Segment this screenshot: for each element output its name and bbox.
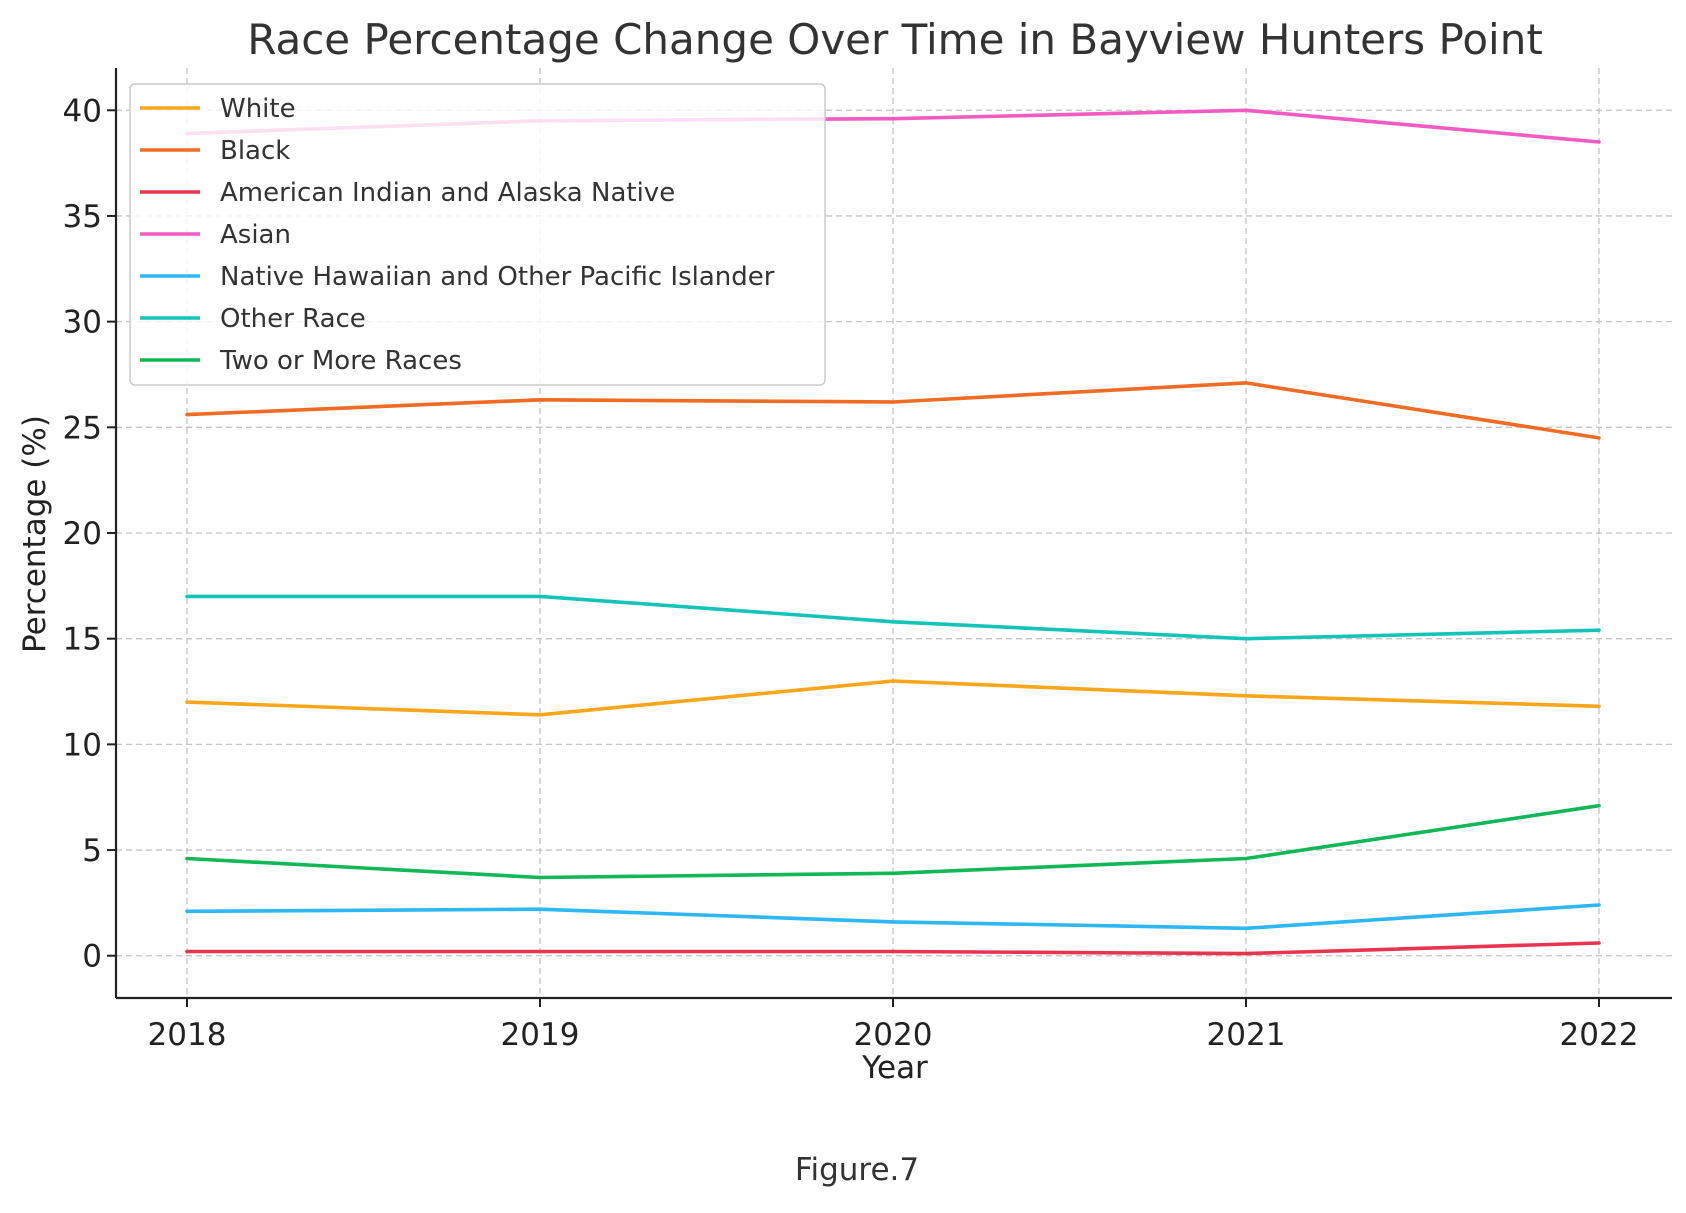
y-tick-label: 10 [63, 727, 102, 763]
series-line-native-hawaiian-and-other-pacific-islander [185, 903, 1601, 931]
legend-label: Two or More Races [219, 346, 462, 376]
series-layer [185, 108, 1601, 956]
legend-box [129, 83, 826, 386]
series-line-two-or-more-races [185, 803, 1601, 880]
x-tick-label: 2022 [1560, 1017, 1639, 1053]
legend-label: Native Hawaiian and Other Pacific Island… [220, 262, 775, 292]
axes-layer: 0 5 10 15 20 25 30 35 40 2018 2019 2020 2021 2022 [63, 68, 1672, 1053]
y-tick-label: 15 [63, 622, 102, 658]
y-tick-label: 40 [63, 93, 102, 129]
y-tick-label: 30 [63, 305, 102, 341]
y-tick-label: 5 [82, 833, 102, 869]
legend: White Black American Indian and Alaska Nat… [129, 83, 826, 386]
x-axis-title: Year [861, 1050, 928, 1086]
figure-caption: Figure.7 [795, 1152, 919, 1188]
chart-title: Race Percentage Change Over Time in Bayv… [247, 15, 1543, 64]
legend-label: Other Race [220, 304, 366, 334]
series-line-white [185, 679, 1601, 717]
y-tick-label: 25 [63, 410, 102, 446]
legend-label: White [220, 94, 296, 124]
legend-label: American Indian and Alaska Native [220, 178, 675, 208]
series-line-other-race [185, 594, 1601, 641]
series-line-black [185, 381, 1601, 440]
legend-label: Black [220, 136, 290, 166]
x-tick-label: 2018 [148, 1017, 227, 1053]
x-tick-label: 2019 [501, 1017, 580, 1053]
legend-label: Asian [220, 220, 291, 250]
y-tick-label: 20 [63, 516, 102, 552]
series-line-american-indian-and-alaska-native [185, 941, 1601, 956]
x-tick-label: 2020 [854, 1017, 933, 1053]
y-tick-label: 0 [82, 939, 102, 975]
x-tick-label: 2021 [1207, 1017, 1286, 1053]
y-tick-label: 35 [63, 199, 102, 235]
y-axis-title: Percentage (%) [17, 415, 53, 653]
